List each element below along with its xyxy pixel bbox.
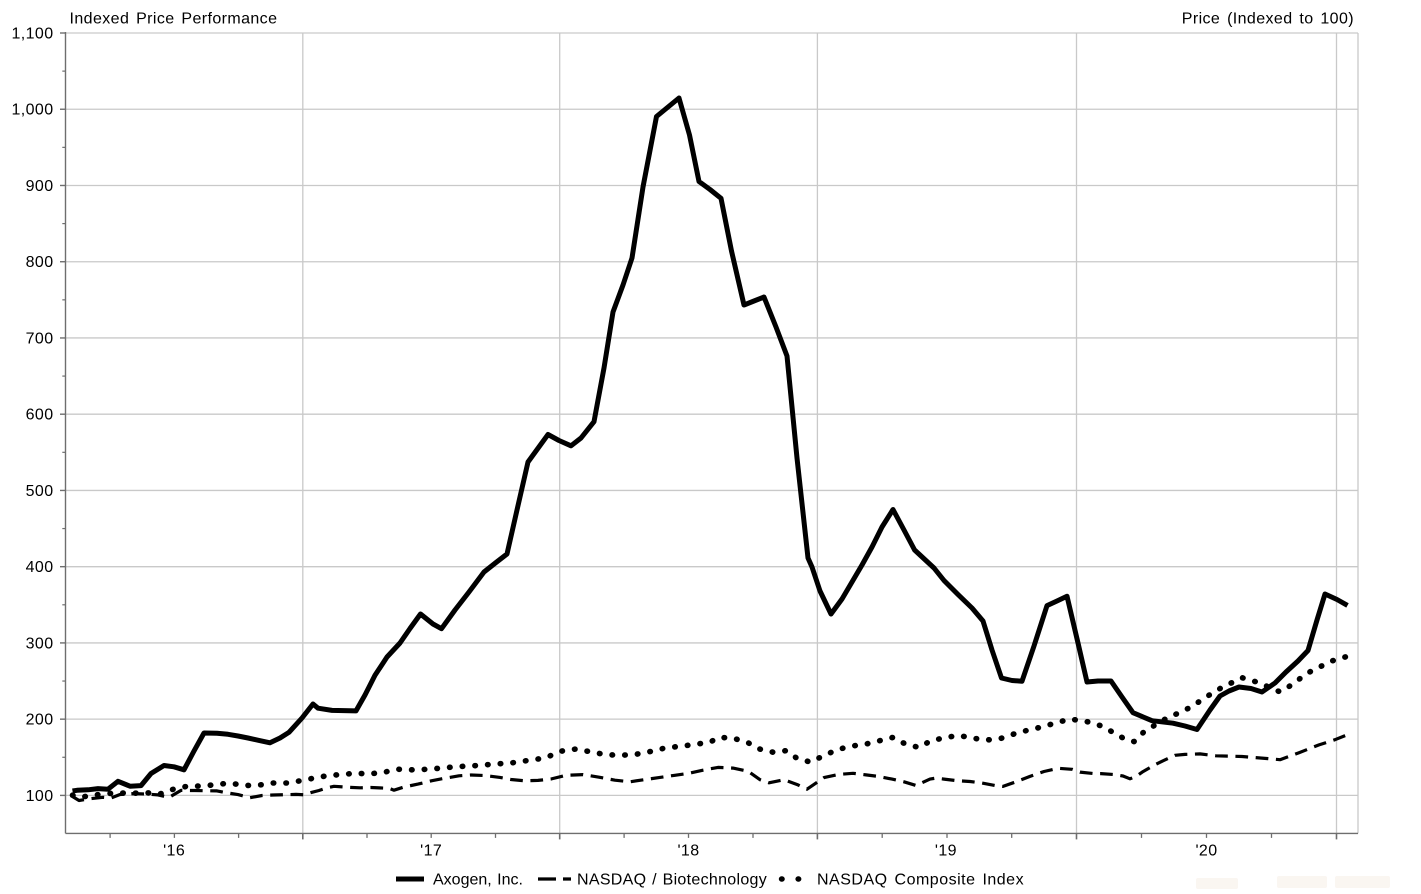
svg-text:'18: '18 (677, 843, 699, 860)
svg-text:1,000: 1,000 (11, 102, 53, 119)
svg-text:900: 900 (26, 178, 54, 195)
svg-text:NASDAQ Composite Index: NASDAQ Composite Index (817, 872, 1024, 889)
svg-text:'19: '19 (935, 843, 957, 860)
svg-text:'17: '17 (420, 843, 442, 860)
svg-text:700: 700 (26, 330, 54, 347)
svg-text:300: 300 (26, 635, 54, 652)
svg-text:NASDAQ / Biotechnology: NASDAQ / Biotechnology (577, 872, 767, 889)
svg-text:'16: '16 (163, 843, 185, 860)
svg-text:800: 800 (26, 254, 54, 271)
svg-text:1,100: 1,100 (11, 26, 53, 43)
svg-text:Axogen, Inc.: Axogen, Inc. (433, 872, 523, 889)
svg-text:200: 200 (26, 712, 54, 729)
svg-text:600: 600 (26, 407, 54, 424)
svg-text:100: 100 (26, 788, 54, 805)
svg-text:400: 400 (26, 559, 54, 576)
svg-text:Price (Indexed to 100): Price (Indexed to 100) (1182, 11, 1354, 28)
svg-text:Indexed Price Performance: Indexed Price Performance (70, 11, 278, 28)
svg-text:'20: '20 (1195, 843, 1217, 860)
svg-text:500: 500 (26, 483, 54, 500)
